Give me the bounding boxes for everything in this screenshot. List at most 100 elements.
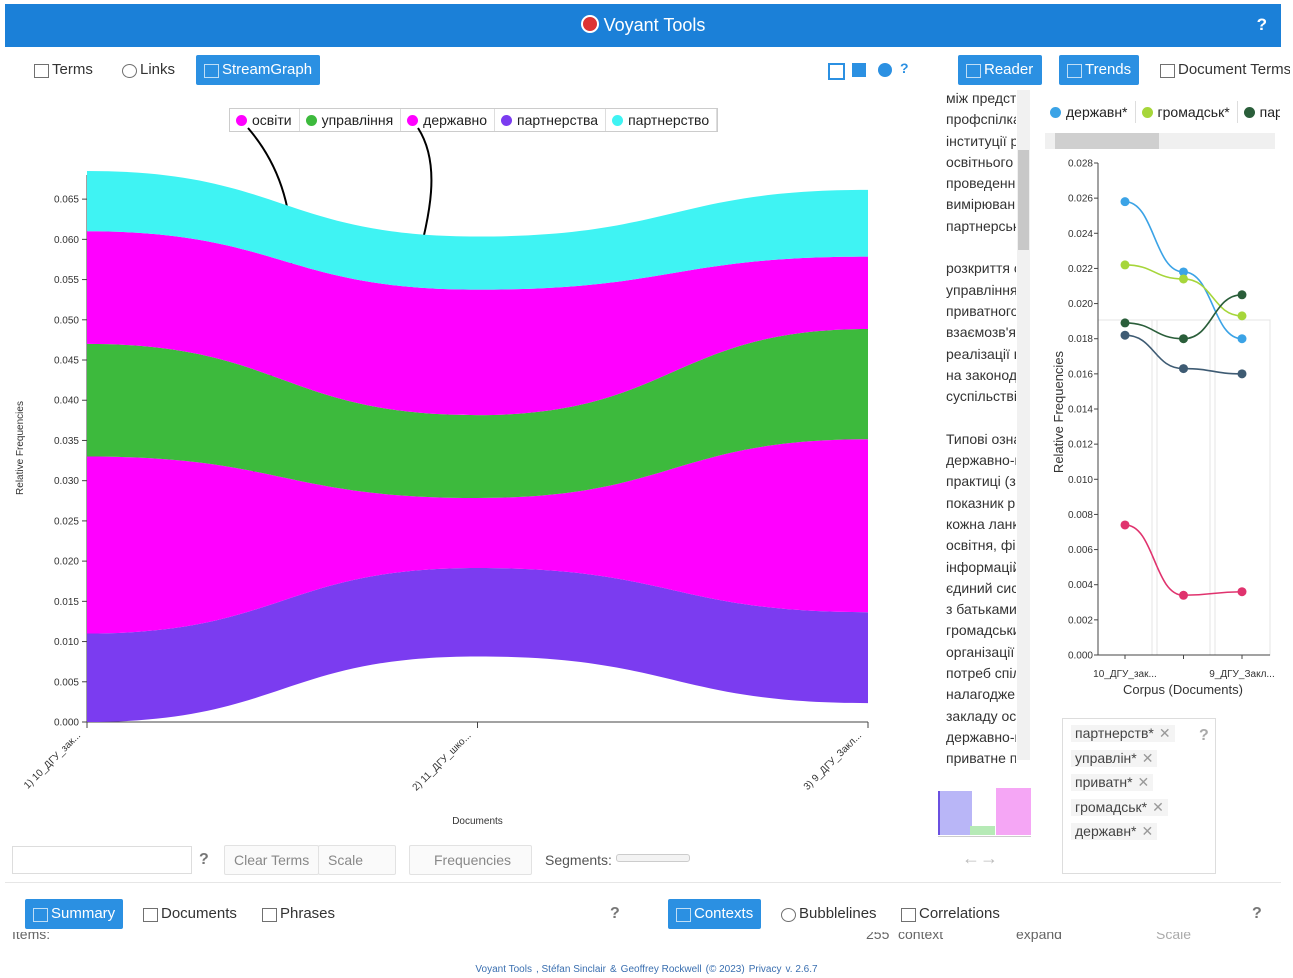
tab-label: Contexts bbox=[694, 905, 754, 922]
legend-item[interactable]: партнерств* bbox=[1238, 101, 1280, 123]
term-label: державн* bbox=[1075, 823, 1137, 839]
tab-active[interactable]: Summary bbox=[25, 899, 124, 929]
y-tick-label: 0.028 bbox=[1068, 159, 1093, 170]
y-tick-label: 0.008 bbox=[1068, 510, 1093, 521]
x-tick-label: 2) 11_ДГУ_шко... bbox=[411, 730, 474, 793]
tab-label: Links bbox=[140, 61, 176, 78]
reader-line: освітня, фі bbox=[946, 537, 1016, 554]
term-chip[interactable]: приватн* ✕ bbox=[1071, 774, 1154, 791]
term-chip[interactable]: управлін* ✕ bbox=[1071, 749, 1158, 767]
tab[interactable]: Phrases bbox=[254, 899, 343, 929]
trend-point bbox=[1179, 274, 1188, 284]
legend-swatch bbox=[236, 114, 247, 126]
reader-line: організації bbox=[946, 643, 1015, 660]
footer-text: & bbox=[610, 964, 617, 975]
reader-line: приватне п bbox=[946, 750, 1016, 767]
reader-line: профспілка bbox=[946, 111, 1016, 128]
help-button[interactable]: ? bbox=[610, 905, 620, 922]
legend-item[interactable]: партнерство bbox=[606, 109, 718, 131]
y-axis-title: Relative Frequencies bbox=[15, 401, 26, 495]
term-label: партнерств* bbox=[1075, 725, 1154, 741]
term-chip[interactable]: партнерств* ✕ bbox=[1071, 725, 1175, 742]
app-title: Voyant Tools bbox=[5, 15, 1281, 36]
tab[interactable]: Correlations bbox=[893, 899, 1008, 929]
nav-arrows[interactable]: ←→ bbox=[962, 848, 998, 868]
y-tick-label: 0.012 bbox=[1068, 440, 1093, 451]
tab-active[interactable]: StreamGraph bbox=[196, 55, 321, 85]
tab-label: Trends bbox=[1085, 61, 1132, 78]
reader-line: закладу осі bbox=[946, 707, 1016, 724]
legend-label: партнерства bbox=[517, 112, 599, 128]
tab[interactable]: Terms bbox=[26, 55, 101, 85]
legend-item[interactable]: управління bbox=[300, 109, 402, 131]
legend-swatch bbox=[407, 114, 419, 126]
y-tick-label: 0.004 bbox=[1068, 580, 1093, 591]
y-tick-label: 0.010 bbox=[54, 637, 79, 648]
tab-label: Documents bbox=[161, 905, 237, 922]
clear-terms-button[interactable]: Clear Terms bbox=[224, 845, 320, 875]
help-button[interactable]: ? bbox=[1252, 905, 1262, 922]
tab-active[interactable]: Contexts bbox=[668, 899, 762, 929]
y-tick-label: 0.024 bbox=[1068, 229, 1093, 240]
expand-label: expand bbox=[1016, 932, 1062, 942]
y-tick-label: 0.000 bbox=[1068, 651, 1093, 662]
stream-layer bbox=[87, 231, 868, 416]
tab[interactable]: Links bbox=[114, 55, 183, 85]
y-tick-label: 0.000 bbox=[54, 718, 79, 729]
footer-text: Geoffrey Rockwell bbox=[620, 964, 702, 975]
reader-line: реалізації в bbox=[946, 345, 1016, 362]
stream-layer bbox=[87, 567, 868, 722]
y-tick-label: 0.018 bbox=[1068, 334, 1093, 345]
help-button[interactable]: ? bbox=[1199, 727, 1209, 744]
tab[interactable]: Document Terms bbox=[1152, 55, 1290, 85]
trend-line bbox=[1124, 524, 1243, 597]
legend-item[interactable]: державн* bbox=[1044, 101, 1136, 123]
legend-item[interactable]: громадськ* bbox=[1136, 101, 1238, 123]
footer-text: (© 2023) bbox=[705, 964, 745, 975]
help-button[interactable]: ? bbox=[1256, 15, 1267, 34]
segments-slider[interactable] bbox=[616, 854, 690, 862]
y-tick-label: 0.050 bbox=[54, 315, 79, 326]
reader-overview[interactable] bbox=[938, 788, 1031, 837]
tab-label: StreamGraph bbox=[222, 61, 313, 78]
annotation-arrow bbox=[408, 127, 433, 329]
tab[interactable]: Documents bbox=[135, 899, 245, 929]
term-label: приватн* bbox=[1075, 774, 1133, 790]
legend-label: державн* bbox=[1066, 104, 1128, 120]
frequencies-button[interactable]: Frequencies bbox=[409, 845, 532, 875]
help-button[interactable]: ? bbox=[199, 851, 209, 868]
reader-line: інформацій bbox=[946, 558, 1016, 575]
legend-swatch bbox=[612, 114, 624, 126]
term-search-input[interactable] bbox=[12, 846, 192, 874]
x-tick-label: 9_ДГУ_Закл... bbox=[1209, 669, 1274, 680]
header-bar: Voyant Tools ? bbox=[5, 4, 1281, 47]
trend-line bbox=[1124, 334, 1243, 375]
tool-icons[interactable]: ? bbox=[828, 60, 912, 80]
x-tick-label: 10_ДГУ_зак... bbox=[1093, 669, 1157, 680]
legend-scrollbar[interactable] bbox=[1045, 133, 1275, 149]
tab-label: Reader bbox=[984, 61, 1034, 78]
tab[interactable]: Bubblelines bbox=[773, 899, 885, 929]
segments-label: Segments: bbox=[545, 852, 612, 868]
tab-active[interactable]: Reader bbox=[958, 55, 1042, 85]
footer-text: , Stéfan Sinclair bbox=[535, 964, 606, 975]
term-list: ? партнерств* ✕ управлін* ✕ приватн* ✕ громадс… bbox=[1062, 718, 1216, 874]
scrollbar[interactable] bbox=[1017, 90, 1030, 760]
context-label: context bbox=[898, 932, 944, 942]
reader-line: з батьками bbox=[946, 601, 1016, 618]
reader-line: державно-п bbox=[946, 452, 1016, 469]
reader-line: суспільстві bbox=[946, 388, 1016, 405]
legend-item[interactable]: освіти bbox=[230, 109, 300, 131]
legend-item[interactable]: державно bbox=[401, 109, 496, 131]
remove-icon: ✕ bbox=[1158, 725, 1171, 741]
reader-line: проведенн bbox=[946, 175, 1016, 192]
term-chip[interactable]: державн* ✕ bbox=[1071, 823, 1158, 840]
term-chip[interactable]: громадськ* ✕ bbox=[1071, 798, 1168, 816]
tab-active[interactable]: Trends bbox=[1059, 55, 1140, 85]
remove-icon: ✕ bbox=[1141, 823, 1154, 839]
legend-item[interactable]: партнерства bbox=[495, 109, 607, 131]
legend-swatch bbox=[305, 114, 317, 126]
scale-button[interactable]: Scale bbox=[318, 845, 396, 875]
reader-line: державно-п bbox=[946, 728, 1016, 745]
